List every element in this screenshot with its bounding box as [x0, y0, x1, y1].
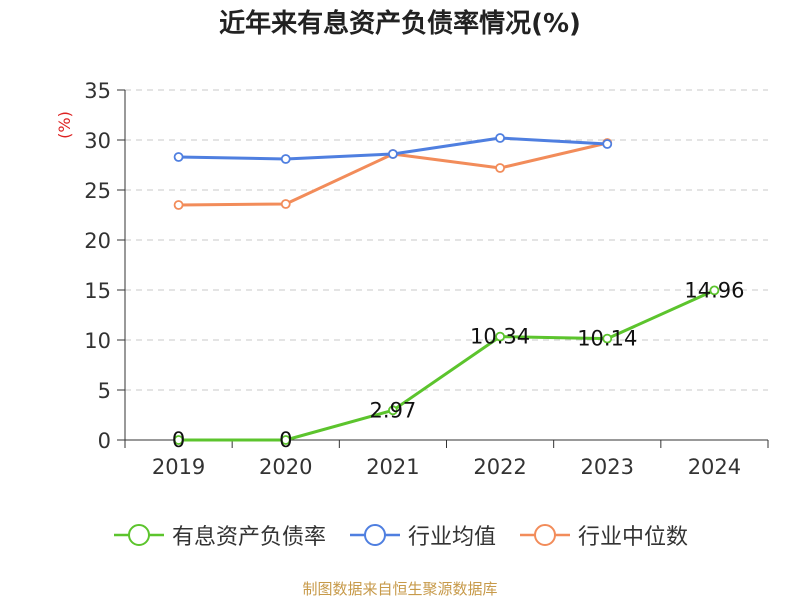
data-point	[388, 149, 398, 159]
x-tick-label: 2023	[581, 455, 634, 479]
data-point	[495, 331, 505, 342]
data-label: 10.34	[470, 325, 530, 349]
y-tick-label: 0	[98, 429, 111, 453]
legend-swatch	[113, 524, 164, 546]
data-labels: 0 0 2.97 10.34 10.14 14.96	[172, 278, 745, 452]
data-point	[280, 435, 291, 445]
legend-marker	[363, 524, 386, 546]
x-tick-label: 2024	[688, 455, 741, 479]
series-line	[178, 289, 716, 442]
data-label: 0	[172, 428, 185, 452]
data-point	[173, 152, 184, 162]
data-point	[388, 405, 398, 416]
data-point	[280, 154, 291, 164]
legend-label: 有息资产负债率	[171, 525, 326, 550]
data-point	[280, 199, 291, 209]
chart-title: 近年来有息资产负债率情况(%)	[219, 9, 581, 39]
data-label: 14.96	[684, 278, 744, 302]
x-tick-label: 2021	[366, 455, 419, 479]
legend-label: 行业中位数	[578, 525, 689, 550]
data-label: 2.97	[370, 398, 417, 422]
x-tick-label: 2020	[259, 455, 312, 479]
data-point	[602, 333, 613, 344]
series	[173, 133, 720, 445]
data-point	[173, 200, 184, 210]
data-label: 0	[279, 428, 292, 452]
legend: 有息资产负债率 行业均值 行业中位数	[0, 519, 800, 551]
data-point	[709, 285, 720, 296]
y-tick-label: 30	[84, 129, 111, 153]
y-tick-label: 20	[84, 229, 111, 253]
legend-item[interactable]: 有息资产负债率	[112, 519, 326, 551]
legend-swatch	[349, 524, 400, 546]
data-point	[495, 133, 505, 143]
y-tick-label: 25	[84, 179, 111, 203]
data-point	[173, 435, 184, 445]
x-tick-label: 2019	[152, 455, 205, 479]
y-tick-label: 5	[98, 379, 111, 403]
y-axis-label: (%)	[55, 111, 74, 139]
data-label: 10.14	[577, 327, 637, 351]
axes: 0 5 10 15 20 25 30 35 (%) 2019 2020 2021 2022 2023 202…	[55, 79, 769, 479]
source-note: 制图数据来自恒生聚源数据库	[302, 580, 498, 598]
x-tick-label: 2022	[473, 455, 526, 479]
data-point	[602, 139, 613, 149]
y-tick-label: 10	[84, 329, 111, 353]
y-tick-label: 15	[84, 279, 111, 303]
legend-marker	[534, 524, 556, 546]
legend-marker	[127, 524, 150, 546]
data-point	[495, 163, 505, 173]
legend-label: 行业均值	[407, 525, 496, 550]
legend-item[interactable]: 行业中位数	[518, 519, 688, 551]
legend-item[interactable]: 行业均值	[348, 519, 496, 551]
legend-swatch	[520, 524, 570, 546]
grid-lines	[125, 89, 768, 391]
y-tick-label: 35	[84, 79, 111, 103]
